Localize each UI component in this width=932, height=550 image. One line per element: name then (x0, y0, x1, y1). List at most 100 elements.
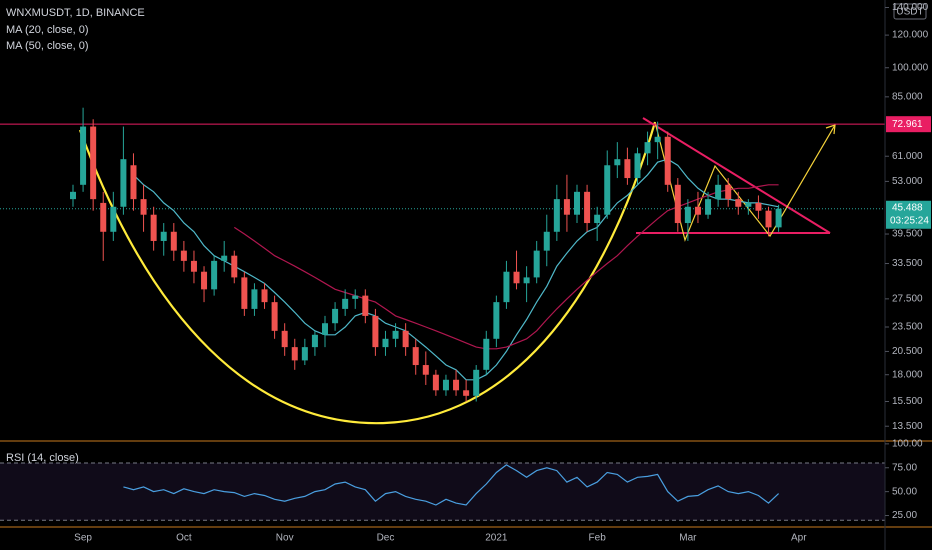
candle-body (322, 323, 328, 335)
candle-body (70, 191, 76, 200)
candle-body (392, 330, 399, 339)
candle-body (311, 334, 318, 348)
candle-body (664, 136, 671, 185)
y-tick-label: 18.000 (892, 369, 923, 380)
candle-body (735, 199, 742, 207)
candle-body (231, 255, 238, 278)
candle-body (453, 379, 460, 391)
candle-body (180, 250, 187, 261)
candle-body (432, 374, 439, 391)
x-tick-label: Apr (791, 533, 807, 544)
y-tick-label: 50.00 (892, 486, 917, 497)
y-tick-label: 75.00 (892, 462, 917, 473)
candle-body (372, 315, 379, 348)
candle-body (160, 231, 167, 241)
level-label-box (886, 116, 931, 133)
candle-body (382, 338, 389, 348)
y-tick-label: 85.000 (892, 91, 923, 102)
indicator-line (123, 464, 780, 506)
candle-body (503, 271, 510, 303)
candle-body (422, 365, 429, 375)
candle-body (523, 277, 530, 284)
candle-body (473, 369, 480, 396)
triangle-top (642, 117, 831, 234)
candle-body (90, 126, 97, 200)
candle-body (412, 347, 419, 366)
y-tick-label: 23.500 (892, 322, 923, 333)
countdown: 03:25:24 (890, 215, 929, 226)
candle-body (755, 202, 762, 211)
candle-body (594, 214, 601, 224)
candle-body (483, 338, 490, 370)
drawings (0, 117, 885, 521)
candle-body (251, 289, 258, 309)
candle-body (553, 199, 560, 232)
y-tick-label: 100.00 (892, 439, 923, 450)
candle-body (201, 271, 208, 290)
y-tick-label: 20.500 (892, 346, 923, 357)
candle-body (402, 330, 409, 348)
candle-body (705, 199, 712, 215)
rsi-band-fill (0, 462, 885, 521)
symbol-title: WNXMUSDT, 1D, BINANCE (6, 7, 145, 19)
x-tick-label: 2021 (485, 533, 508, 544)
candle-body (120, 159, 127, 207)
level-label: 72.961 (892, 119, 923, 130)
candle-body (684, 206, 691, 224)
candle-body (604, 165, 611, 215)
currency-box[interactable] (893, 3, 927, 20)
candle-body (654, 136, 661, 143)
y-tick-label: 100.000 (892, 62, 929, 73)
y-tick-label: 61.000 (892, 151, 923, 162)
x-tick-label: Feb (589, 533, 607, 544)
candle-body (261, 289, 268, 303)
candle-body (271, 302, 278, 331)
currency[interactable]: USDT (896, 7, 923, 18)
candle-body (745, 202, 752, 207)
candle-body (725, 184, 732, 200)
candle-body (715, 184, 722, 200)
candle-body (563, 199, 570, 215)
candle-body (110, 206, 117, 232)
candle-body (221, 255, 228, 261)
candle-body (463, 390, 470, 396)
candle-body (493, 302, 500, 339)
candle-body (674, 184, 681, 224)
candle-body (130, 165, 137, 200)
x-tick-label: Oct (176, 533, 192, 544)
candle-body (140, 199, 147, 215)
legend-entry: MA (50, close, 0) (6, 40, 89, 52)
arrow-head (825, 124, 836, 135)
candle-body (291, 347, 298, 361)
candle-body (211, 260, 218, 290)
candle-body (624, 159, 631, 179)
candle-body (513, 271, 520, 284)
candle-body (574, 191, 580, 215)
candle-body (543, 231, 550, 251)
y-tick-label: 53.000 (892, 176, 923, 187)
candle-body (281, 330, 288, 348)
y-tick-label: 120.000 (892, 30, 929, 41)
candle-body (584, 191, 591, 224)
y-tick-label: 140.000 (892, 2, 929, 13)
candle-body (342, 298, 349, 309)
x-tick-label: Nov (276, 533, 294, 544)
candle-body (775, 208, 782, 228)
y-tick-label: 33.500 (892, 258, 923, 269)
x-tick-label: Sep (74, 533, 92, 544)
candle-body (533, 250, 540, 278)
candle-body (241, 277, 248, 309)
candle-body (634, 153, 641, 179)
candle-body (150, 214, 157, 241)
y-tick-label: 25.00 (892, 510, 917, 521)
legend-entry: MA (20, close, 0) (6, 24, 89, 36)
candle-body (80, 126, 87, 185)
candle-body (644, 142, 651, 154)
candle-body (694, 206, 701, 215)
x-tick-label: Mar (679, 533, 697, 544)
candle-body (352, 295, 359, 299)
candle-body (332, 308, 339, 324)
candle-body (362, 295, 369, 316)
candle-body (765, 210, 772, 228)
